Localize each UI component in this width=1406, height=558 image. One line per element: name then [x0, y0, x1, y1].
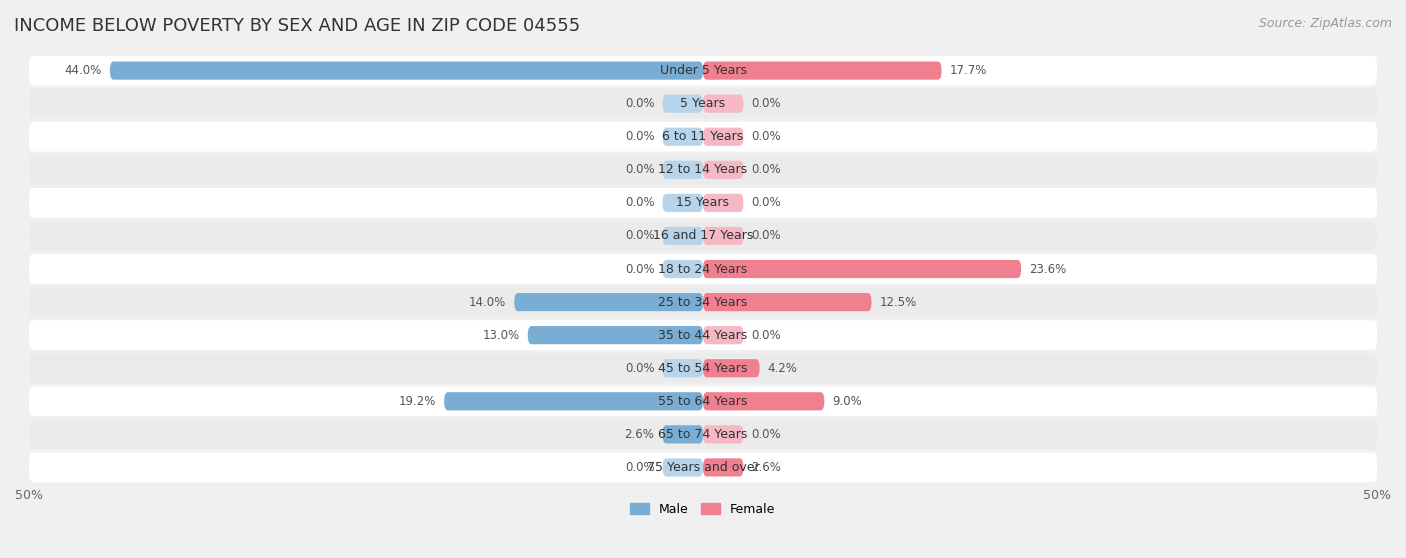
FancyBboxPatch shape: [662, 194, 703, 212]
Text: 0.0%: 0.0%: [752, 196, 782, 209]
FancyBboxPatch shape: [30, 386, 1376, 416]
FancyBboxPatch shape: [703, 128, 744, 146]
Text: 16 and 17 Years: 16 and 17 Years: [652, 229, 754, 242]
Text: 65 to 74 Years: 65 to 74 Years: [658, 428, 748, 441]
Text: 12.5%: 12.5%: [880, 296, 917, 309]
FancyBboxPatch shape: [444, 392, 703, 410]
FancyBboxPatch shape: [662, 227, 703, 245]
FancyBboxPatch shape: [30, 89, 1376, 118]
FancyBboxPatch shape: [110, 61, 703, 80]
FancyBboxPatch shape: [662, 128, 703, 146]
Text: 0.0%: 0.0%: [624, 262, 654, 276]
Text: 2.6%: 2.6%: [624, 428, 654, 441]
FancyBboxPatch shape: [30, 155, 1376, 185]
Text: 6 to 11 Years: 6 to 11 Years: [662, 130, 744, 143]
FancyBboxPatch shape: [30, 56, 1376, 85]
FancyBboxPatch shape: [703, 359, 759, 377]
FancyBboxPatch shape: [703, 425, 744, 444]
Text: 55 to 64 Years: 55 to 64 Years: [658, 395, 748, 408]
Text: 44.0%: 44.0%: [65, 64, 101, 77]
Text: 0.0%: 0.0%: [752, 163, 782, 176]
Legend: Male, Female: Male, Female: [626, 498, 780, 521]
FancyBboxPatch shape: [703, 326, 744, 344]
FancyBboxPatch shape: [703, 227, 744, 245]
Text: 13.0%: 13.0%: [482, 329, 520, 341]
FancyBboxPatch shape: [662, 161, 703, 179]
FancyBboxPatch shape: [662, 458, 703, 477]
Text: 17.7%: 17.7%: [949, 64, 987, 77]
Text: 25 to 34 Years: 25 to 34 Years: [658, 296, 748, 309]
Text: 0.0%: 0.0%: [752, 97, 782, 110]
Text: 19.2%: 19.2%: [399, 395, 436, 408]
Text: 12 to 14 Years: 12 to 14 Years: [658, 163, 748, 176]
Text: 23.6%: 23.6%: [1029, 262, 1067, 276]
Text: 18 to 24 Years: 18 to 24 Years: [658, 262, 748, 276]
Text: INCOME BELOW POVERTY BY SEX AND AGE IN ZIP CODE 04555: INCOME BELOW POVERTY BY SEX AND AGE IN Z…: [14, 17, 581, 35]
FancyBboxPatch shape: [30, 420, 1376, 449]
Text: 45 to 54 Years: 45 to 54 Years: [658, 362, 748, 375]
Text: 0.0%: 0.0%: [752, 428, 782, 441]
FancyBboxPatch shape: [662, 425, 703, 444]
FancyBboxPatch shape: [30, 320, 1376, 350]
Text: 0.0%: 0.0%: [752, 130, 782, 143]
Text: 0.0%: 0.0%: [624, 461, 654, 474]
FancyBboxPatch shape: [30, 453, 1376, 482]
Text: 0.0%: 0.0%: [624, 229, 654, 242]
Text: 75 Years and over: 75 Years and over: [647, 461, 759, 474]
FancyBboxPatch shape: [703, 392, 824, 410]
FancyBboxPatch shape: [662, 94, 703, 113]
FancyBboxPatch shape: [703, 260, 1021, 278]
FancyBboxPatch shape: [662, 260, 703, 278]
FancyBboxPatch shape: [703, 293, 872, 311]
Text: 15 Years: 15 Years: [676, 196, 730, 209]
Text: 0.0%: 0.0%: [752, 329, 782, 341]
Text: Under 5 Years: Under 5 Years: [659, 64, 747, 77]
FancyBboxPatch shape: [30, 353, 1376, 383]
Text: Source: ZipAtlas.com: Source: ZipAtlas.com: [1258, 17, 1392, 30]
Text: 0.0%: 0.0%: [624, 97, 654, 110]
Text: 35 to 44 Years: 35 to 44 Years: [658, 329, 748, 341]
FancyBboxPatch shape: [703, 194, 744, 212]
FancyBboxPatch shape: [30, 221, 1376, 251]
Text: 0.0%: 0.0%: [624, 362, 654, 375]
Text: 9.0%: 9.0%: [832, 395, 862, 408]
FancyBboxPatch shape: [30, 122, 1376, 152]
FancyBboxPatch shape: [703, 94, 744, 113]
FancyBboxPatch shape: [30, 254, 1376, 284]
Text: 0.0%: 0.0%: [624, 130, 654, 143]
FancyBboxPatch shape: [30, 287, 1376, 317]
FancyBboxPatch shape: [703, 61, 942, 80]
FancyBboxPatch shape: [527, 326, 703, 344]
FancyBboxPatch shape: [703, 458, 744, 477]
Text: 2.6%: 2.6%: [752, 461, 782, 474]
FancyBboxPatch shape: [515, 293, 703, 311]
Text: 0.0%: 0.0%: [624, 163, 654, 176]
FancyBboxPatch shape: [703, 161, 744, 179]
Text: 0.0%: 0.0%: [752, 229, 782, 242]
FancyBboxPatch shape: [30, 188, 1376, 218]
Text: 5 Years: 5 Years: [681, 97, 725, 110]
Text: 14.0%: 14.0%: [470, 296, 506, 309]
Text: 0.0%: 0.0%: [624, 196, 654, 209]
FancyBboxPatch shape: [662, 359, 703, 377]
Text: 4.2%: 4.2%: [768, 362, 797, 375]
